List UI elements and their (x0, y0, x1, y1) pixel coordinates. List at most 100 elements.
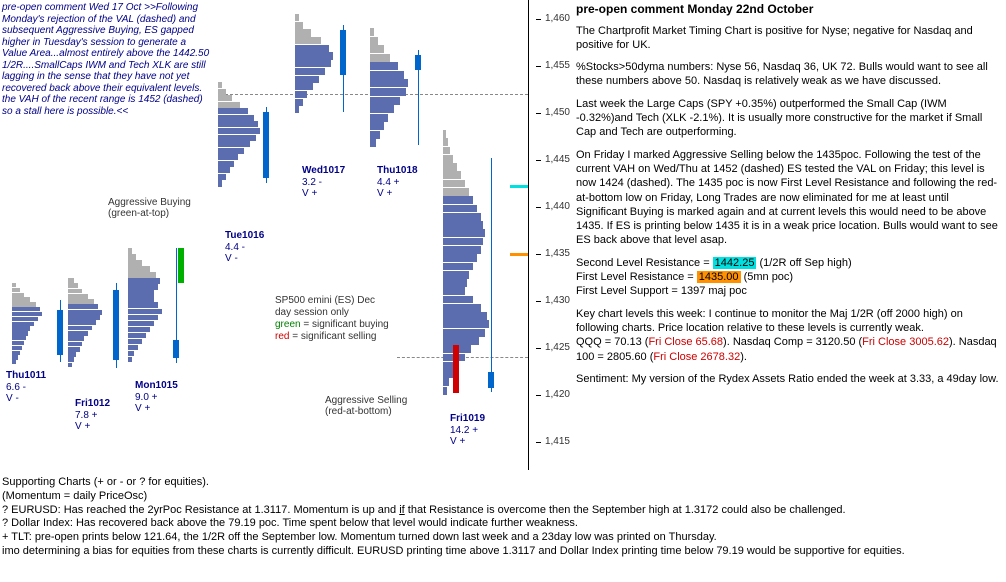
profile-bar (68, 283, 78, 288)
profile-bar (370, 139, 376, 147)
profile-bar (443, 263, 473, 271)
lvl-2-value: 1442.25 (713, 257, 757, 269)
sup-tlt: + TLT: pre-open prints below 121.64, the… (2, 531, 1002, 545)
profile-bar (295, 22, 303, 29)
orange-marker (510, 253, 528, 256)
profile-bar (128, 345, 138, 351)
profile-bar (218, 128, 260, 134)
sup-eurusd-a: ? EURUSD: Has reached the 2yrPoc Resista… (2, 504, 399, 516)
profile-bar (68, 326, 92, 331)
profile-bar (295, 45, 329, 52)
profile-bar (443, 163, 457, 171)
profile-bar (370, 54, 390, 62)
profile-bar (128, 290, 154, 296)
profile-bar (218, 154, 238, 160)
profile-bar (218, 121, 258, 127)
profile-bar (12, 288, 20, 292)
profile-bar (443, 246, 481, 254)
profile-bar (443, 378, 449, 386)
profile-bar (443, 238, 483, 246)
key-intro: Key chart levels this week: I continue t… (576, 308, 963, 334)
profile-bar (68, 347, 80, 352)
profile-bar (68, 331, 88, 336)
candle-body (415, 55, 421, 70)
key-end: ). (740, 351, 747, 363)
profile-bar (128, 327, 150, 333)
day-label-Mon1015: Mon10159.0 +V + (135, 380, 178, 415)
profile-bar (443, 337, 479, 345)
profile-bar (128, 302, 158, 308)
day-label-Wed1017: Wed10173.2 -V + (302, 165, 345, 200)
profile-bar (12, 297, 30, 301)
day-label-Thu1011: Thu10116.6 -V - (6, 370, 46, 405)
profile-bar (12, 307, 40, 311)
y-tick: 1,425 (541, 342, 570, 353)
profile-bar (295, 60, 331, 67)
profile-bar (218, 141, 250, 147)
candle-body (113, 290, 119, 360)
profile-bar (295, 37, 321, 44)
profile-bar (443, 287, 465, 295)
aggressive-buying-marker (178, 248, 184, 283)
profile-bar (218, 82, 222, 88)
profile-bar (218, 95, 232, 101)
y-tick: 1,440 (541, 201, 570, 212)
profile-bar (12, 351, 20, 355)
profile-bar (443, 171, 461, 179)
profile-bar (12, 326, 30, 330)
profile-bar (128, 315, 158, 321)
profile-bar (68, 342, 82, 347)
y-axis: 1,4151,4201,4251,4301,4351,4401,4451,450… (528, 0, 570, 470)
sup-eurusd-b: that Resistance is overcome then the Sep… (405, 504, 846, 516)
profile-bar (370, 79, 408, 87)
profile-bar (128, 309, 162, 315)
sup-summary: imo determining a bias for equities from… (2, 545, 1002, 559)
profile-bar (370, 88, 406, 96)
candle-body (57, 310, 63, 355)
lvl-2-label: Second Level Resistance = (576, 257, 713, 269)
profile-bar (128, 278, 160, 284)
profile-bar (443, 221, 483, 229)
y-tick: 1,415 (541, 436, 570, 447)
profile-bar (443, 196, 473, 204)
profile-bar (443, 180, 465, 188)
profile-bar (443, 254, 477, 262)
candle-body (488, 372, 494, 388)
day-label-Tue1016: Tue10164.4 -V - (225, 230, 264, 265)
profile-bar (68, 352, 76, 357)
y-tick: 1,445 (541, 154, 570, 165)
profile-bar (218, 102, 240, 108)
commentary-p1: The Chartprofit Market Timing Chart is p… (576, 24, 1002, 53)
profile-bar (295, 52, 333, 59)
profile-bar (295, 83, 313, 90)
profile-bar (128, 272, 156, 278)
profile-bar (443, 387, 447, 395)
profile-bar (370, 37, 378, 45)
key-ndx-close: Fri Close 2678.32 (653, 351, 740, 363)
y-tick: 1,430 (541, 295, 570, 306)
candle-body (173, 340, 179, 358)
profile-bar (218, 148, 244, 154)
key-qqq-close: Fri Close 65.68 (648, 336, 723, 348)
cyan-marker (510, 185, 528, 188)
commentary-p2: %Stocks>50dyma numbers: Nyse 56, Nasdaq … (576, 60, 1002, 89)
day-label-Fri1019: Fri101914.2 +V + (450, 413, 485, 448)
profile-bar (443, 188, 469, 196)
profile-bar (443, 312, 487, 320)
commentary-title: pre-open comment Monday 22nd October (576, 2, 1002, 18)
profile-bar (295, 91, 307, 98)
profile-bar (128, 351, 134, 357)
profile-bar (68, 320, 96, 325)
lvl-2-note: (1/2R off Sep high) (756, 257, 851, 269)
profile-bar (12, 331, 28, 335)
profile-bar (218, 167, 230, 173)
profile-bar (218, 115, 254, 121)
profile-bar (68, 304, 98, 309)
profile-bar (128, 333, 146, 339)
profile-bar (12, 322, 34, 326)
profile-bar (128, 260, 142, 266)
commentary-levels: Second Level Resistance = 1442.25 (1/2R … (576, 256, 1002, 299)
profile-bar (443, 155, 453, 163)
profile-bar (128, 254, 136, 260)
profile-bar (218, 161, 234, 167)
